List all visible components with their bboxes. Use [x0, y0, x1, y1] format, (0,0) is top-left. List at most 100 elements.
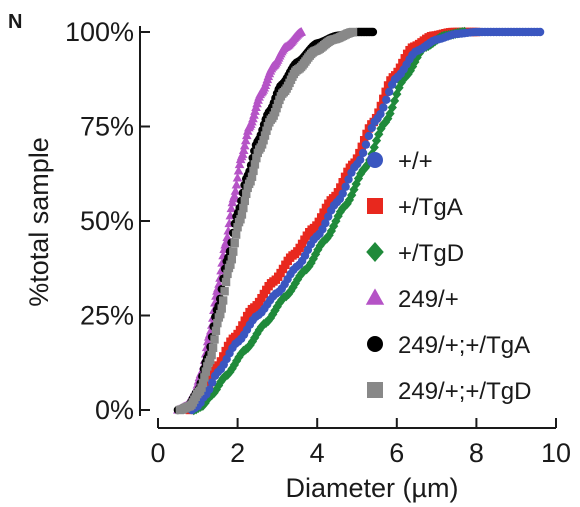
data-point — [240, 316, 249, 325]
y-tick-label: 100% — [65, 17, 134, 47]
y-tick-label: 50% — [80, 206, 134, 236]
legend: +/+ +/TgA +/TgD 249/+ 249/+;+/TgA 249/+;+/TgD — [365, 148, 531, 405]
data-point — [230, 238, 239, 248]
data-point — [341, 182, 350, 191]
data-point — [238, 321, 247, 330]
data-point — [358, 148, 368, 158]
data-point — [221, 346, 230, 356]
data-point — [233, 165, 244, 175]
data-point — [362, 159, 373, 171]
data-point — [382, 95, 391, 104]
data-point — [353, 173, 364, 184]
data-point — [400, 54, 409, 63]
data-point — [348, 27, 358, 37]
series-249-tga — [173, 27, 378, 415]
data-point — [227, 255, 237, 264]
y-tick-label: 75% — [80, 112, 134, 142]
data-point — [229, 247, 238, 256]
data-point — [235, 325, 245, 335]
legend-label: +/TgD — [398, 240, 464, 267]
legend-label: 249/+ — [398, 286, 459, 313]
data-point — [250, 332, 260, 343]
data-point — [207, 350, 216, 360]
data-point — [250, 160, 260, 169]
data-point — [207, 378, 217, 387]
data-point — [227, 363, 237, 374]
data-point — [316, 213, 326, 222]
data-point — [198, 378, 208, 388]
data-point — [239, 140, 250, 150]
data-point — [359, 136, 369, 145]
y-tick-label: 0% — [95, 395, 134, 425]
data-point — [536, 28, 544, 36]
data-point — [220, 287, 229, 296]
data-point — [205, 355, 215, 365]
data-point — [216, 357, 226, 366]
data-point — [210, 335, 219, 344]
data-point — [338, 178, 347, 187]
x-tick-label: 0 — [150, 438, 165, 468]
data-point — [247, 336, 258, 347]
data-point — [213, 318, 222, 328]
data-point — [231, 230, 241, 239]
data-point — [249, 166, 258, 176]
data-point — [344, 194, 355, 206]
data-point — [226, 203, 237, 213]
x-tick-label: 4 — [310, 438, 325, 468]
data-point — [392, 88, 402, 100]
data-point — [338, 189, 347, 198]
series-249-tgd — [175, 27, 358, 415]
data-point — [236, 215, 245, 224]
legend-label: +/TgA — [398, 194, 463, 221]
y-tick-label: 25% — [80, 301, 134, 331]
data-point — [306, 257, 316, 269]
data-point — [216, 309, 225, 319]
legend-label: 249/+;+/TgD — [398, 378, 531, 405]
y-axis-label: %total sample — [24, 137, 54, 307]
data-point — [242, 189, 251, 199]
data-point — [260, 131, 270, 140]
data-point — [259, 136, 268, 145]
data-point — [252, 153, 261, 163]
legend-label: +/+ — [398, 148, 433, 175]
data-point — [262, 126, 271, 135]
data-point — [229, 190, 240, 200]
data-point — [226, 260, 235, 269]
data-point — [201, 367, 211, 376]
data-point — [240, 196, 250, 206]
data-point — [231, 179, 242, 189]
x-tick-label: 8 — [469, 438, 484, 468]
data-point — [218, 296, 228, 305]
legend-label: 249/+;+/TgA — [398, 332, 530, 359]
data-point — [376, 109, 385, 119]
data-point — [222, 232, 233, 242]
legend-entry-: +/+ — [367, 148, 433, 175]
legend-swatch — [367, 382, 383, 398]
data-point — [398, 58, 407, 68]
axes: 0 2 4 6 8 100%25%50%75%100% — [65, 17, 571, 468]
series- — [187, 27, 545, 415]
panel-letter: N — [8, 11, 22, 33]
data-point — [223, 341, 233, 351]
data-point — [211, 326, 221, 335]
x-tick-label: 6 — [389, 438, 404, 468]
data-point — [319, 208, 328, 217]
data-point — [383, 113, 393, 124]
data-point — [208, 343, 218, 353]
data-point — [247, 172, 257, 181]
data-point — [361, 140, 371, 149]
data-point — [219, 352, 228, 361]
data-point — [232, 355, 242, 367]
data-point — [336, 183, 345, 192]
data-point — [239, 203, 248, 213]
data-point — [355, 155, 365, 165]
data-point — [369, 28, 377, 36]
legend-entry-249-tgd: 249/+;+/TgD — [367, 378, 531, 405]
x-tick-label: 10 — [541, 438, 571, 468]
data-point — [268, 309, 278, 320]
data-point — [230, 186, 241, 195]
data-point — [321, 203, 331, 213]
data-point — [344, 175, 353, 184]
data-point — [314, 217, 323, 227]
data-point — [364, 131, 374, 141]
